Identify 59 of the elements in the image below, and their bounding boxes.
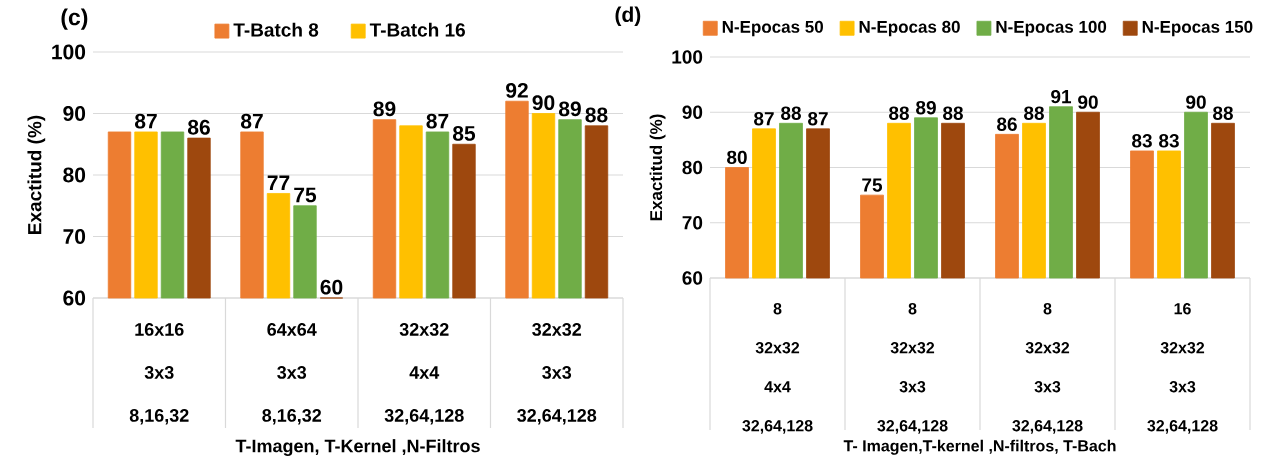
data-label: 75 [294, 187, 317, 203]
data-label: 89 [373, 101, 396, 117]
y-tick-label: 80 [682, 160, 703, 175]
data-label: 90 [1186, 95, 1206, 109]
data-label: 87 [426, 113, 449, 129]
data-label: 87 [754, 111, 774, 126]
category-label: 32x32 3x3 32,64,128 [517, 323, 597, 425]
data-label: 92 [506, 82, 528, 98]
y-tick-label: 70 [682, 216, 703, 230]
data-label: 77 [267, 175, 290, 191]
y-axis-title: Exactitud (%) [649, 114, 666, 221]
legend-label: N-Epocas 80 [859, 20, 960, 37]
category-label: 32x32 4x4 32,64,128 [384, 323, 464, 425]
data-label: 60 [320, 279, 343, 295]
data-label: 86 [187, 119, 210, 135]
category-label: 16x16 3x3 8,16,32 [129, 323, 189, 425]
data-label: 90 [1078, 95, 1098, 109]
category-label: 8 32x32 3x3 32,64,128 [877, 303, 948, 434]
x-axis-title: T- Imagen,T-kernel ,N-filtros, T-Bach [843, 439, 1116, 455]
data-label: 88 [1213, 106, 1233, 120]
legend-label: N-Epocas 150 [1142, 20, 1253, 37]
y-tick-label: 60 [682, 271, 703, 285]
data-label: 90 [532, 95, 555, 111]
category-label: 8 32x32 3x3 32,64,128 [1012, 303, 1083, 434]
x-axis-title: T-Imagen, T-Kernel ,N-Filtros [235, 439, 480, 456]
data-label: 86 [997, 117, 1017, 131]
y-tick-label: 90 [63, 106, 86, 121]
data-label: 88 [585, 107, 608, 123]
data-label: 83 [1132, 134, 1152, 148]
data-label: 87 [808, 111, 828, 126]
data-label: 89 [558, 101, 581, 117]
category-label: 64x64 3x3 8,16,32 [262, 323, 322, 425]
data-label: 87 [240, 113, 263, 129]
chart-title: (d) [615, 6, 641, 27]
y-tick-label: 90 [682, 105, 703, 119]
legend-label: N-Epocas 50 [722, 20, 823, 37]
y-tick-label: 70 [63, 229, 86, 244]
data-label: 85 [452, 126, 476, 141]
data-label: 88 [943, 106, 963, 120]
y-tick-label: 100 [672, 50, 703, 64]
y-tick-label: 60 [63, 290, 86, 306]
data-label: 87 [134, 113, 157, 129]
data-label: 89 [916, 100, 936, 115]
data-label: 88 [781, 106, 801, 120]
data-label: 75 [862, 178, 883, 192]
legend-label: T-Batch 16 [369, 22, 465, 37]
data-label: 83 [1159, 134, 1179, 148]
category-label: 8 32x32 4x4 32,64,128 [742, 303, 813, 434]
legend-label: N-Epocas 100 [996, 20, 1107, 37]
data-label: 88 [889, 106, 909, 120]
data-label: 80 [727, 150, 747, 165]
category-label: 16 32x32 3x3 32,64,128 [1147, 303, 1218, 434]
chart-title: (c) [61, 8, 88, 30]
legend-label: T-Batch 8 [233, 22, 319, 37]
y-tick-label: 100 [52, 44, 86, 60]
data-label: 91 [1051, 89, 1072, 104]
data-label: 88 [1024, 106, 1044, 120]
y-tick-label: 80 [63, 167, 86, 183]
y-axis-title: Exactitud (%) [27, 115, 46, 234]
